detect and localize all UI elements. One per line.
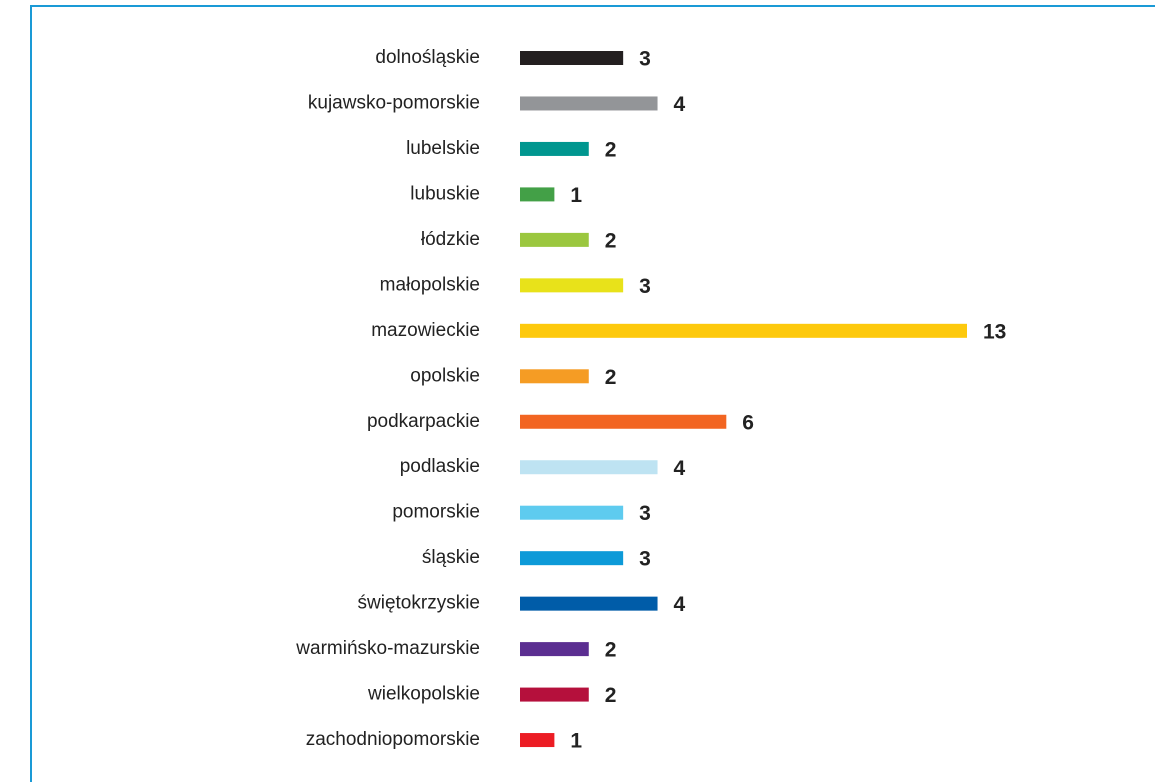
value-label: 3 [639, 275, 651, 298]
value-label: 4 [674, 93, 686, 116]
bar [520, 733, 555, 748]
value-label: 2 [605, 138, 617, 161]
value-label: 1 [570, 730, 582, 753]
category-label: pomorskie [392, 502, 480, 523]
value-label: 13 [983, 320, 1006, 343]
bar [520, 551, 624, 566]
category-label: świętokrzyskie [358, 593, 480, 614]
category-label: zachodniopomorskie [306, 729, 480, 750]
bar [520, 323, 967, 338]
value-label: 3 [639, 48, 651, 71]
value-label: 2 [605, 366, 617, 389]
category-label: opolskie [410, 365, 480, 386]
bar [520, 141, 589, 156]
bar [520, 460, 658, 475]
category-label: lubelskie [406, 138, 480, 159]
bar [520, 642, 589, 657]
category-label: mazowieckie [371, 320, 480, 341]
bar [520, 187, 555, 202]
value-label: 2 [605, 229, 617, 252]
value-label: 2 [605, 684, 617, 707]
bar [520, 505, 624, 520]
frame [30, 5, 1155, 782]
category-label: podkarpackie [367, 411, 480, 432]
value-label: 6 [742, 411, 754, 434]
bar [520, 414, 727, 429]
value-label: 4 [674, 593, 686, 616]
category-label: lubuskie [410, 183, 480, 204]
bar [520, 278, 624, 293]
category-label: wielkopolskie [367, 684, 480, 705]
value-label: 4 [674, 457, 686, 480]
bar [520, 596, 658, 611]
value-label: 3 [639, 548, 651, 571]
bar [520, 96, 658, 111]
bar [520, 232, 589, 247]
category-label: śląskie [422, 547, 480, 568]
value-label: 1 [570, 184, 582, 207]
category-label: łódzkie [421, 229, 480, 250]
category-label: podlaskie [400, 456, 480, 477]
value-label: 2 [605, 639, 617, 662]
bar [520, 369, 589, 384]
category-label: dolnośląskie [375, 47, 480, 68]
category-label: małopolskie [380, 274, 480, 295]
bar [520, 51, 624, 65]
category-label: kujawsko-pomorskie [308, 92, 480, 113]
value-label: 3 [639, 502, 651, 525]
bar [520, 687, 589, 702]
category-label: warmińsko-mazurskie [295, 638, 480, 659]
